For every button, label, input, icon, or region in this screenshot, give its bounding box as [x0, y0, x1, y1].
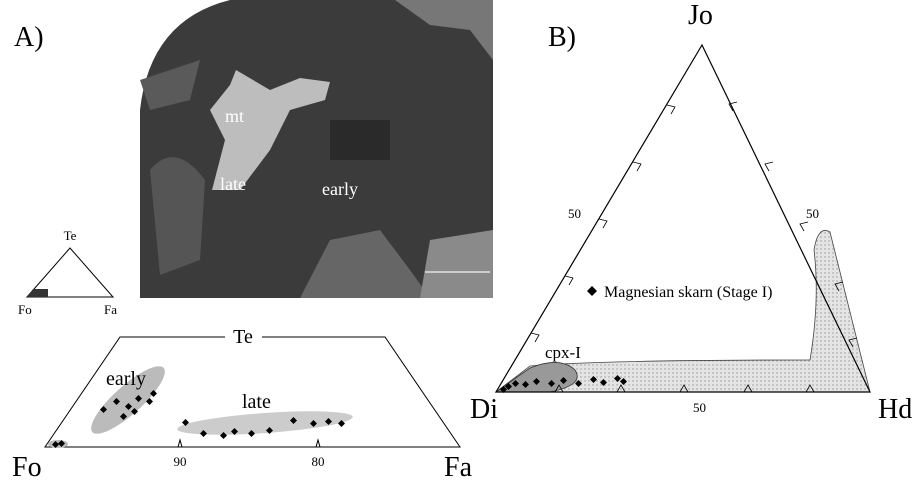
vertex-label: Te — [233, 326, 253, 348]
vertex-label: Fa — [104, 302, 117, 317]
ternary: Jo Di Hd 50 50 50 Magnesian skarn (Stage… — [470, 0, 912, 425]
field-label: early — [106, 368, 146, 390]
figure: A) mt late early Te Fo Fa Te early late … — [0, 0, 920, 480]
tick-label: 50 — [806, 206, 819, 221]
tick-label: 80 — [312, 454, 325, 469]
vertex-label: Fo — [18, 302, 32, 317]
photo-label: mt — [225, 106, 244, 126]
vertex-label: Fo — [12, 452, 42, 480]
photo-label: early — [322, 179, 358, 199]
photo: mt late early — [140, 0, 493, 298]
vertex-label: Di — [470, 394, 498, 425]
field-label: cpx-I — [545, 343, 581, 362]
small-triangle: Te Fo Fa — [18, 228, 117, 317]
tick-label: 90 — [174, 454, 187, 469]
legend-label: Magnesian skarn (Stage I) — [604, 284, 772, 301]
panel-label: B) — [548, 22, 576, 53]
tick-label: 50 — [693, 400, 706, 415]
field-label: late — [242, 391, 271, 413]
tick-label: 50 — [568, 206, 581, 221]
vertex-label: Te — [64, 228, 77, 243]
photo-label: late — [220, 174, 246, 194]
vertex-label: Jo — [688, 0, 713, 31]
trapezoid: Te early late Fo Fa 90 80 — [12, 326, 473, 480]
panel-label: A) — [14, 22, 44, 53]
vertex-label: Fa — [444, 452, 473, 480]
vertex-label: Hd — [878, 394, 912, 425]
